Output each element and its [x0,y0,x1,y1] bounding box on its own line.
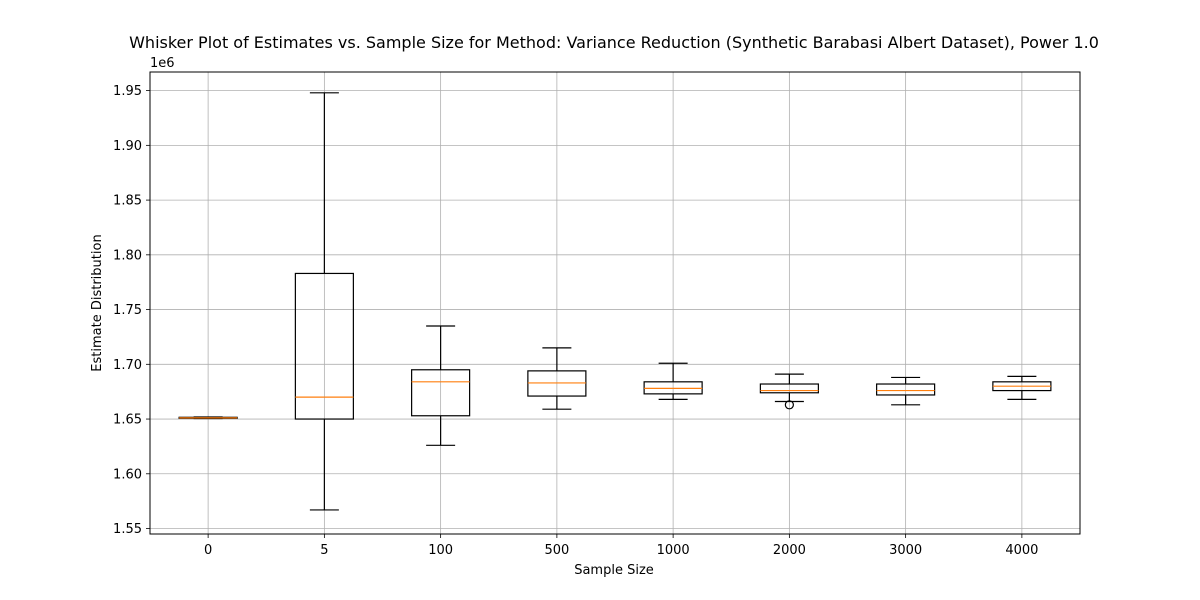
y-offset-label: 1e6 [150,56,175,71]
box-100 [411,325,471,446]
x-tick-label: 5 [320,543,328,558]
x-axis-label: Sample Size [574,563,654,578]
x-tick-label: 4000 [1005,543,1038,558]
box-series [178,92,1052,511]
box-0 [178,416,238,420]
y-tick-label: 1.75 [113,303,142,318]
box-body [411,369,471,417]
box-5 [294,92,354,511]
x-axis: 0 5 100 500 1000 2000 3000 4000 [204,534,1038,558]
plot-frame [149,71,1081,535]
box-body [876,383,936,396]
x-tick-label: 1000 [657,543,690,558]
x-tick-label: 0 [204,543,212,558]
y-tick-label: 1.85 [113,194,142,209]
x-tick-label: 2000 [773,543,806,558]
flier-point [784,400,794,410]
x-tick-label: 500 [544,543,569,558]
y-tick-label: 1.95 [113,84,142,99]
box-2000 [759,373,819,410]
y-tick-label: 1.90 [113,139,142,154]
box-500 [527,347,587,410]
y-axis-label: Estimate Distribution [90,234,105,371]
box-3000 [876,376,936,406]
y-axis: 1.55 1.60 1.65 1.70 1.75 1.80 1.85 1.90 1.95 [113,84,150,537]
y-tick-label: 1.55 [113,522,142,537]
y-tick-label: 1.70 [113,358,142,373]
x-tick-label: 3000 [889,543,922,558]
grid-lines [150,72,1080,534]
chart-title: Whisker Plot of Estimates vs. Sample Siz… [129,33,1099,52]
box-body [294,272,354,420]
box-4000 [992,375,1052,400]
x-tick-label: 100 [428,543,453,558]
box-body [759,383,819,394]
y-tick-label: 1.60 [113,467,142,482]
y-tick-label: 1.80 [113,248,142,263]
box-1000 [643,362,703,400]
y-tick-label: 1.65 [113,413,142,428]
